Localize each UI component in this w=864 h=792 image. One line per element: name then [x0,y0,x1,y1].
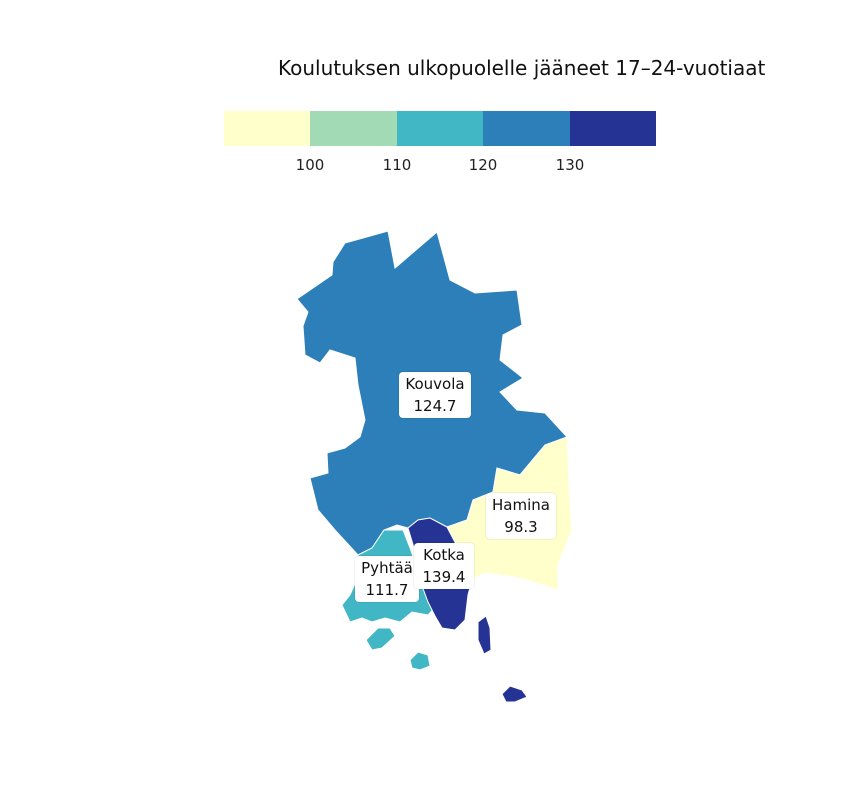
region-kotka-island-1 [477,615,492,655]
label-kotka: Kotka 139.4 [414,543,474,589]
label-pyhtaa: Pyhtää 111.7 [355,556,419,602]
legend-tick-100: 100 [295,156,325,174]
legend-swatch-4 [483,111,570,146]
label-kotka-name: Kotka [423,546,465,564]
label-hamina-value: 98.3 [504,518,538,536]
legend-swatch-2 [310,111,397,146]
region-kotka-island-2 [501,685,528,703]
label-hamina: Hamina 98.3 [486,493,556,539]
label-kouvola-value: 124.7 [413,397,457,415]
legend-swatch-5 [569,111,657,146]
region-pyhtaa-island-1 [365,627,396,651]
legend-swatch-1 [224,111,311,146]
label-pyhtaa-name: Pyhtää [361,559,413,577]
label-pyhtaa-value: 111.7 [365,581,409,599]
legend-tick-120: 120 [468,156,498,174]
legend-tick-110: 110 [382,156,412,174]
label-kotka-value: 139.4 [422,568,466,586]
label-kouvola: Kouvola 124.7 [399,372,471,418]
label-hamina-name: Hamina [492,496,550,514]
map-title: Koulutuksen ulkopuolelle jääneet 17–24-v… [278,56,766,80]
legend-tick-130: 130 [555,156,585,174]
legend-swatch-3 [396,111,484,146]
label-kouvola-name: Kouvola [405,375,465,393]
color-legend [224,111,657,146]
region-pyhtaa-island-2 [409,651,431,671]
